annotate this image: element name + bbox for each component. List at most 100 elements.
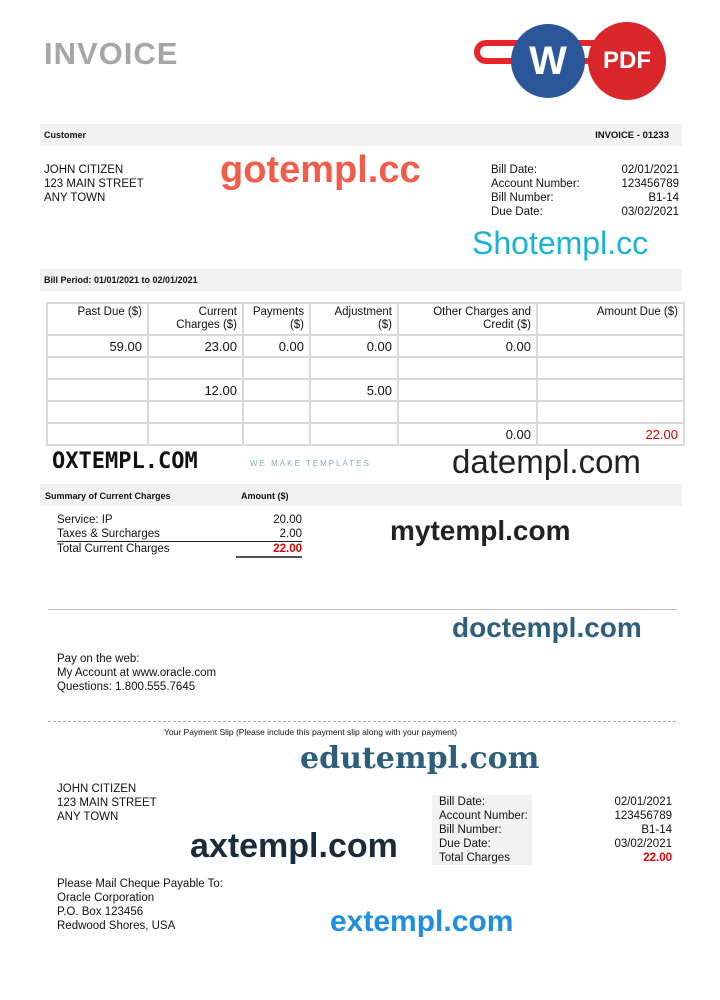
label: Account Number:: [491, 178, 580, 190]
table-cell: [242, 356, 311, 380]
table-row: 59.00 23.00 0.00 0.00 0.00: [46, 334, 685, 358]
table-cell: [147, 356, 244, 380]
bill-date: 02/01/2021: [621, 164, 679, 176]
table-cell: [397, 356, 538, 380]
watermark: datempl.com: [452, 443, 641, 480]
label: Account Number:: [439, 810, 528, 822]
table-header: Past Due ($) Current Charges ($) Payments…: [46, 302, 685, 336]
table-cell: [46, 356, 149, 380]
table-cell: [397, 400, 538, 424]
watermark: gotempl.cc: [220, 149, 421, 191]
customer-bar: Customer INVOICE - 01233: [40, 124, 682, 146]
total-charges: 22.00: [643, 852, 672, 864]
customer-label: Customer: [44, 130, 87, 140]
word-icon: W: [511, 24, 585, 98]
divider: [48, 609, 677, 610]
mail-line: Please Mail Cheque Payable To:: [57, 878, 224, 890]
value: 20.00: [273, 514, 302, 526]
th: Payments ($): [242, 302, 311, 336]
account-number: 123456789: [621, 178, 679, 190]
label: Bill Date:: [491, 164, 538, 176]
table-cell: 12.00: [147, 378, 244, 402]
mail-line: Oracle Corporation: [57, 892, 155, 904]
cut-line: [48, 721, 676, 722]
table-cell: 5.00: [309, 378, 399, 402]
table-cell: [242, 378, 311, 402]
table-cell: [46, 422, 149, 446]
pdf-icon: PDF: [588, 22, 666, 100]
table-cell: 0.00: [397, 334, 538, 358]
value: 2.00: [279, 528, 302, 540]
table-cell: [309, 400, 399, 424]
watermark: doctempl.com: [452, 612, 642, 643]
mail-line: Redwood Shores, USA: [57, 920, 176, 932]
summary-header: Summary of Current Charges: [45, 491, 171, 501]
pay-info: Pay on the web: My Account at www.oracle…: [57, 652, 216, 694]
th: Amount Due ($): [536, 302, 685, 336]
table-cell: [242, 400, 311, 424]
bill-info: Bill Date: 02/01/2021 Account Number: 1234…: [491, 163, 679, 219]
table-cell: 0.00: [309, 334, 399, 358]
th: Adjustment ($): [309, 302, 399, 336]
watermark: mytempl.com: [390, 515, 571, 546]
th: Current Charges ($): [147, 302, 244, 336]
th: Past Due ($): [46, 302, 149, 336]
table-row: [46, 400, 685, 424]
table-cell: [46, 378, 149, 402]
label: Taxes & Surcharges: [57, 528, 160, 540]
table-cell: [309, 356, 399, 380]
total-label: Total Current Charges: [57, 543, 170, 555]
table-cell: [397, 378, 538, 402]
customer-town: ANY TOWN: [57, 811, 119, 823]
watermark: OXTEMPL.COM: [52, 449, 198, 474]
customer-street: 123 MAIN STREET: [57, 797, 157, 809]
amount-header: Amount ($): [241, 491, 289, 501]
logo-group: W PDF: [474, 22, 674, 100]
table-cell: 0.00: [242, 334, 311, 358]
table-cell: [46, 400, 149, 424]
customer-name: JOHN CITIZEN: [57, 783, 137, 795]
summary-bar: Summary of Current Charges Amount ($): [40, 484, 682, 506]
table-cell: [147, 400, 244, 424]
customer-street: 123 MAIN STREET: [44, 178, 144, 190]
customer-town: ANY TOWN: [44, 192, 106, 204]
watermark: extempl.com: [330, 905, 514, 938]
table-cell: [536, 356, 685, 380]
bill-number: B1-14: [648, 192, 679, 204]
watermark: Shotempl.cc: [472, 225, 649, 261]
label: Due Date:: [491, 206, 543, 218]
charges-table: Past Due ($) Current Charges ($) Payments…: [46, 302, 685, 446]
due-date: 03/02/2021: [621, 206, 679, 218]
table-cell: [536, 378, 685, 402]
label: Due Date:: [439, 838, 491, 850]
label: Bill Number:: [439, 824, 502, 836]
mail-info: Please Mail Cheque Payable To: Oracle Co…: [57, 877, 223, 933]
table-row: [46, 356, 685, 380]
table-cell: [242, 422, 311, 446]
watermark: WE MAKE TEMPLATES: [250, 459, 371, 468]
total-value: 22.00: [236, 542, 302, 558]
invoice-title: INVOICE: [44, 36, 179, 71]
label: Total Charges: [439, 852, 510, 864]
label: Bill Date:: [439, 796, 486, 808]
th: Other Charges and Credit ($): [397, 302, 538, 336]
label: Bill Number:: [491, 192, 554, 204]
table-cell: [536, 400, 685, 424]
watermark: edutempl.com: [300, 741, 540, 776]
summary-items: Service: IP 20.00 Taxes & Surcharges 2.00 …: [57, 513, 302, 558]
table-row: 12.00 5.00: [46, 378, 685, 402]
invoice-number: INVOICE - 01233: [595, 130, 669, 141]
watermark: axtempl.com: [190, 827, 398, 865]
table-cell: [536, 334, 685, 358]
value: 123456789: [614, 810, 672, 822]
table-cell: 23.00: [147, 334, 244, 358]
pay-line: My Account at www.oracle.com: [57, 667, 217, 679]
table-cell: 59.00: [46, 334, 149, 358]
slip-info: Bill Date: 02/01/2021 Account Number: 1234…: [432, 795, 672, 865]
pay-line: Questions: 1.800.555.7645: [57, 681, 196, 693]
customer-address: JOHN CITIZEN 123 MAIN STREET ANY TOWN: [44, 163, 144, 205]
bill-period-bar: Bill Period: 01/01/2021 to 02/01/2021: [40, 269, 682, 291]
bill-period: Bill Period: 01/01/2021 to 02/01/2021: [44, 275, 198, 285]
table-cell: [147, 422, 244, 446]
table-row: 0.00 22.00: [46, 422, 685, 446]
